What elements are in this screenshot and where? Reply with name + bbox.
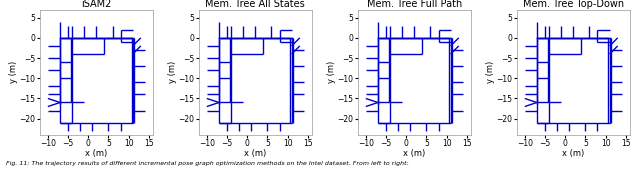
Title: Mem. Tree All States: Mem. Tree All States	[205, 0, 305, 9]
X-axis label: x (m): x (m)	[85, 149, 108, 158]
X-axis label: x (m): x (m)	[403, 149, 426, 158]
Y-axis label: y (m): y (m)	[327, 61, 336, 83]
Y-axis label: y (m): y (m)	[168, 61, 177, 83]
Title: iSAM2: iSAM2	[81, 0, 111, 9]
Y-axis label: y (m): y (m)	[9, 61, 18, 83]
Title: Mem. Tree Top-Down: Mem. Tree Top-Down	[523, 0, 624, 9]
X-axis label: x (m): x (m)	[244, 149, 266, 158]
Text: Fig. 11: The trajectory results of different incremental pose graph optimization: Fig. 11: The trajectory results of diffe…	[6, 161, 409, 166]
Title: Mem. Tree Full Path: Mem. Tree Full Path	[367, 0, 462, 9]
X-axis label: x (m): x (m)	[562, 149, 584, 158]
Y-axis label: y (m): y (m)	[486, 61, 495, 83]
